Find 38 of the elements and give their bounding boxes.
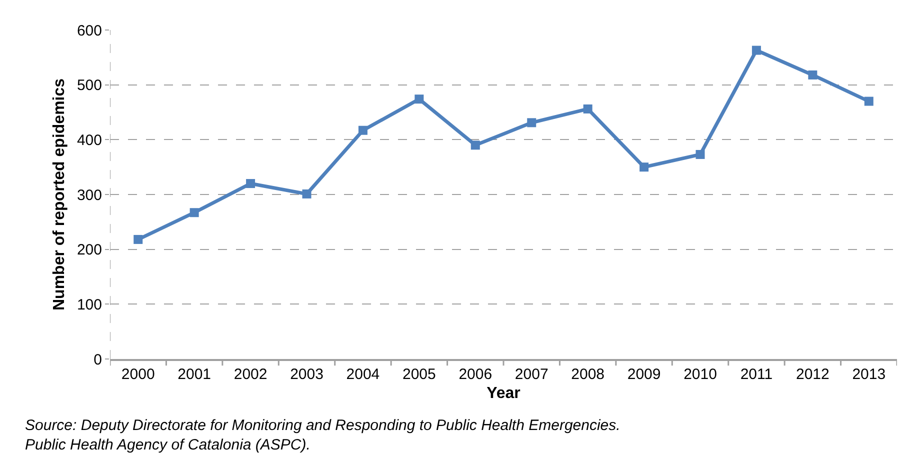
y-tick-label: 500 xyxy=(76,77,102,94)
x-tick-label: 2008 xyxy=(571,366,605,383)
x-tick-label: 2004 xyxy=(346,366,380,383)
y-tick-label: 600 xyxy=(76,22,102,40)
x-tick-label: 2002 xyxy=(234,366,268,383)
point xyxy=(246,179,256,188)
y-tick-label: 0 xyxy=(94,351,102,368)
x-tick-label: 2011 xyxy=(740,366,773,383)
point xyxy=(752,46,761,55)
x-tick-label: 2001 xyxy=(178,366,212,383)
x-tick-label: 2000 xyxy=(121,366,155,383)
x-tick-label: 2003 xyxy=(290,366,324,383)
y-tick-label: 100 xyxy=(76,296,102,314)
x-tick-label: 2013 xyxy=(852,366,886,383)
y-tick-label: 300 xyxy=(76,186,102,204)
point xyxy=(640,162,649,172)
point xyxy=(302,189,312,198)
y-tick-label: 200 xyxy=(76,242,102,259)
y-axis-title: Number of reported epidemics xyxy=(50,78,68,311)
point xyxy=(808,70,818,80)
point xyxy=(470,140,480,150)
y-tick-label: 400 xyxy=(76,132,102,149)
x-tick-label: 2006 xyxy=(458,366,492,383)
x-axis-title: Year xyxy=(486,385,520,402)
x-tick-label: 2010 xyxy=(684,366,717,383)
x-tick-label: 2009 xyxy=(627,366,661,383)
x-tick-label: 2012 xyxy=(796,366,830,383)
point xyxy=(696,150,705,159)
point xyxy=(864,96,874,106)
point xyxy=(134,234,143,244)
point xyxy=(527,118,536,128)
x-tick-label: 2007 xyxy=(514,366,548,383)
point xyxy=(583,104,592,114)
point xyxy=(358,126,368,135)
source-note: Source: Deputy Directorate for Monitoring and Responding to Public Health Emergencies. Public Health Agency of Catalonia (ASPC). xyxy=(25,417,620,454)
point xyxy=(190,208,199,218)
x-tick-label: 2005 xyxy=(402,366,436,383)
point xyxy=(414,94,424,104)
